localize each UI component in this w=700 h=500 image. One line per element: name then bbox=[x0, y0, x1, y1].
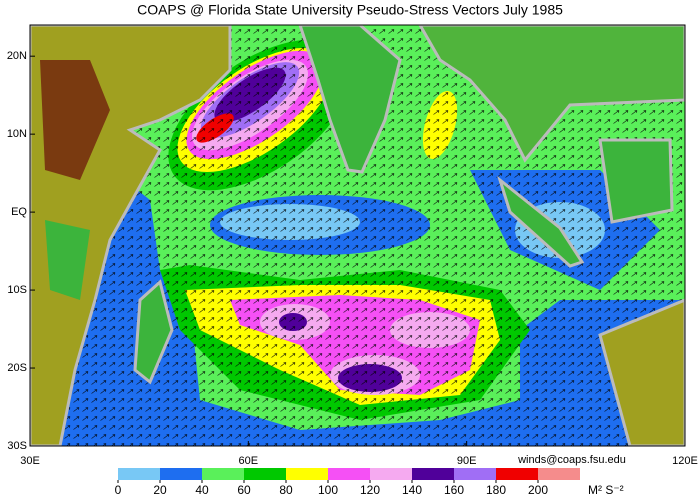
land-australia bbox=[598, 298, 685, 446]
colorbar-label: 0 bbox=[115, 483, 122, 497]
land-sumatra bbox=[497, 175, 585, 268]
y-tick-label: 20N bbox=[7, 50, 27, 62]
colorbar-swatch bbox=[202, 468, 244, 480]
x-tick-label: 30E bbox=[20, 455, 40, 467]
x-tick-label: 90E bbox=[457, 455, 477, 467]
colorbar-swatch bbox=[328, 468, 370, 480]
colorbar-label: 180 bbox=[486, 483, 506, 497]
title: COAPS @ Florida State University Pseudo-… bbox=[137, 2, 563, 18]
land-india bbox=[298, 25, 402, 174]
colorbar-swatch bbox=[538, 468, 580, 480]
land-asia bbox=[418, 25, 685, 163]
colorbar-swatch bbox=[244, 468, 286, 480]
land-borneo bbox=[598, 138, 674, 224]
colorbar-label: 140 bbox=[402, 483, 422, 497]
colorbar-unit: M² S⁻² bbox=[588, 483, 624, 497]
colorbar-swatch bbox=[496, 468, 538, 480]
colorbar-label: 160 bbox=[444, 483, 464, 497]
y-tick-label: 10S bbox=[7, 284, 27, 296]
colorbar-label: 120 bbox=[360, 483, 380, 497]
colorbar-swatch bbox=[286, 468, 328, 480]
colorbar-label: 200 bbox=[528, 483, 548, 497]
y-tick-label: 10N bbox=[7, 128, 27, 140]
colorbar-label: 100 bbox=[318, 483, 338, 497]
map-frame bbox=[29, 24, 686, 447]
credit: winds@coaps.fsu.edu bbox=[517, 454, 626, 466]
x-tick-label: 120E bbox=[672, 455, 698, 467]
colorbar-swatch bbox=[412, 468, 454, 480]
highland bbox=[40, 60, 110, 180]
colorbar-swatch bbox=[160, 468, 202, 480]
colorbar-swatch bbox=[118, 468, 160, 480]
colorbar-swatch bbox=[370, 468, 412, 480]
colorbar-label: 60 bbox=[237, 483, 251, 497]
map-body bbox=[30, 25, 685, 446]
x-tick-label: 60E bbox=[239, 455, 259, 467]
colorbar-label: 40 bbox=[195, 483, 209, 497]
y-tick-label: 30S bbox=[7, 440, 27, 452]
y-tick-label: 20S bbox=[7, 362, 27, 374]
y-tick-label: EQ bbox=[11, 206, 27, 218]
lowland bbox=[45, 220, 90, 300]
colorbar-label: 80 bbox=[279, 483, 293, 497]
colorbar-swatch bbox=[454, 468, 496, 480]
colorbar-label: 20 bbox=[153, 483, 167, 497]
land-madagascar bbox=[133, 279, 174, 385]
